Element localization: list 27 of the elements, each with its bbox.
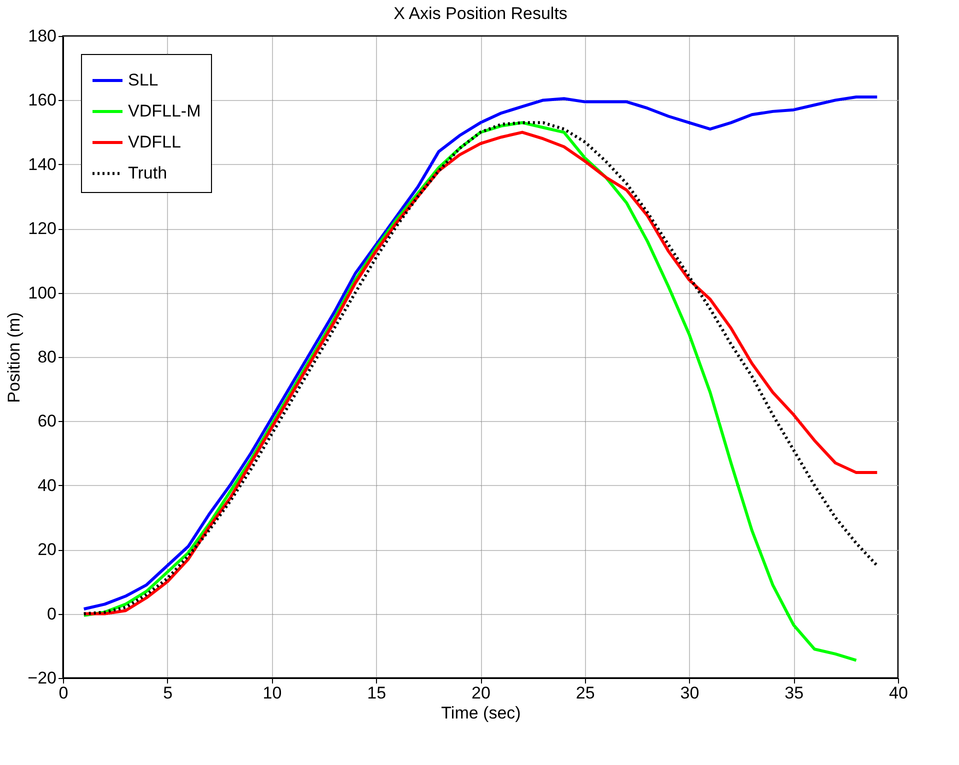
legend-label: Truth xyxy=(128,164,168,182)
x-tick-label: 30 xyxy=(680,684,700,702)
legend-label: VDFLL xyxy=(128,132,181,152)
x-tick-label: 35 xyxy=(784,684,804,702)
y-tick-label: 20 xyxy=(38,540,56,560)
x-tick-label: 40 xyxy=(889,684,908,702)
x-tick-label: 15 xyxy=(367,684,386,702)
legend-label: SLL xyxy=(128,70,158,90)
x-tick-label: 0 xyxy=(58,684,68,702)
y-tick-label: 140 xyxy=(28,154,56,174)
y-tick-label: 100 xyxy=(28,283,56,302)
y-tick-label: 120 xyxy=(28,219,56,238)
x-tick-label: 25 xyxy=(576,684,595,702)
x-tick-label: 5 xyxy=(163,684,173,702)
chart-title: X Axis Position Results xyxy=(394,4,568,23)
y-tick-label: 80 xyxy=(38,348,56,366)
y-tick-label: 40 xyxy=(38,476,56,495)
y-tick-label: 0 xyxy=(47,604,56,624)
legend-label: VDFLL-M xyxy=(128,102,201,120)
x-axis-title: Time (sec) xyxy=(441,704,521,722)
y-tick-label: 160 xyxy=(28,90,56,110)
x-tick-label: 20 xyxy=(472,684,490,702)
y-tick-label: 180 xyxy=(28,26,56,46)
x-tick-label: 10 xyxy=(262,684,282,702)
y-tick-label: −20 xyxy=(28,668,56,688)
y-axis-title: Position (m) xyxy=(4,312,24,403)
y-tick-label: 60 xyxy=(38,412,56,431)
